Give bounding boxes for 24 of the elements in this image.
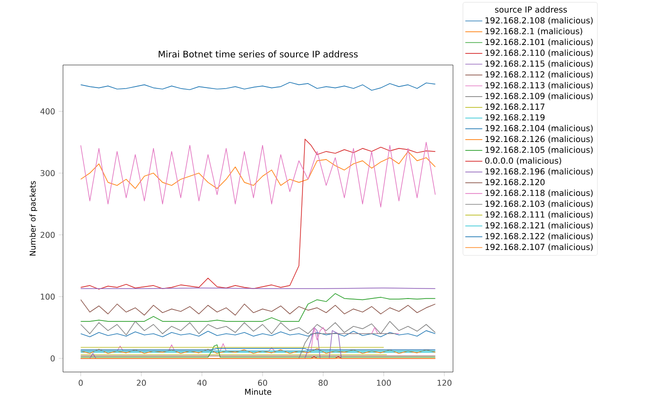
legend-label: 192.168.2.107 (malicious): [486, 244, 593, 252]
chart-title: Mirai Botnet time series of source IP address: [158, 50, 358, 58]
legend-label: 192.168.2.122 (malicious): [486, 232, 593, 240]
legend-label: 192.168.2.126 (malicious): [486, 136, 593, 144]
legend-label: 192.168.2.117: [486, 104, 544, 110]
legend-label: 192.168.2.113 (malicious): [486, 82, 593, 90]
legend-label: 192.168.2.196 (malicious): [486, 168, 593, 176]
legend-label: 192.168.2.118 (malicious): [486, 190, 593, 197]
legend-label: 192.168.2.103 (malicious): [486, 200, 593, 208]
legend-label: 192.168.2.104 (malicious): [486, 124, 593, 132]
legend-label: 192.168.2.111 (malicious): [486, 211, 593, 219]
legend-label: 0.0.0.0 (malicious): [485, 157, 562, 165]
legend-label: 192.168.2.121 (malicious): [486, 222, 593, 230]
legend-label: 192.168.2.101 (malicious): [486, 38, 593, 46]
legend-label: 192.168.2.120: [486, 178, 545, 186]
legend-label: 192.168.2.105 (malicious): [486, 146, 593, 154]
legend-label: 192.168.2.112 (malicious): [486, 71, 593, 78]
legend-label: 192.168.2.109 (malicious): [486, 92, 593, 100]
legend-label: 192.168.2.108 (malicious): [486, 17, 593, 24]
legend-label: 192.168.2.1 (malicious): [486, 28, 582, 36]
legend-label: 192.168.2.115 (malicious): [486, 60, 593, 68]
legend-title: source IP address: [495, 6, 567, 13]
legend-label: 192.168.2.119: [486, 114, 545, 120]
legend-label: 192.168.2.110 (malicious): [486, 50, 593, 57]
